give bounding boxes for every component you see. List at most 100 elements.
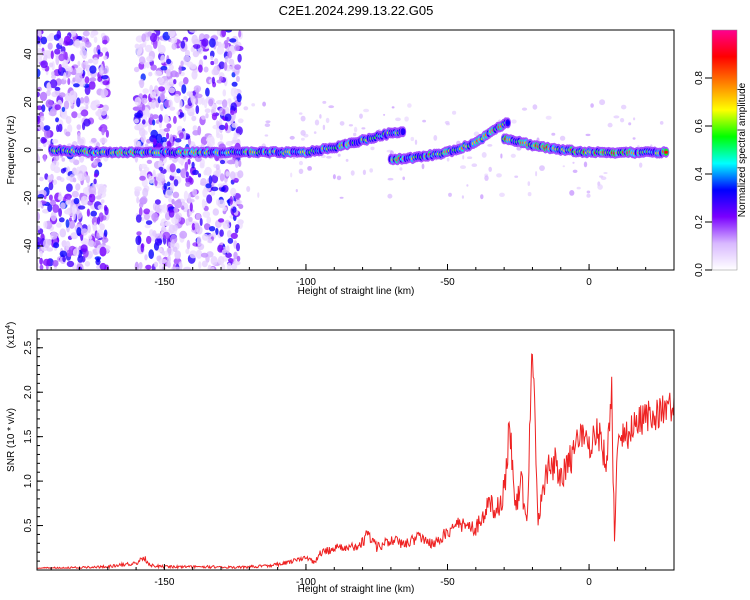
spectrogram-noise-blob	[83, 118, 91, 127]
spectrogram-noise-blob	[213, 58, 219, 65]
spectrogram-noise-blob	[192, 44, 201, 49]
spectrogram-noise-blob	[238, 30, 242, 38]
spectrogram-noise-blob	[139, 56, 146, 65]
snr-x-tick-label: 0	[586, 577, 592, 588]
spectrogram-noise-blob	[105, 130, 109, 138]
spectrogram-noise-blob	[136, 231, 142, 236]
spectrogram-x-label: Height of straight line (km)	[298, 286, 415, 297]
spectrogram-noise-blob	[535, 171, 538, 177]
spectrogram-noise-blob	[56, 30, 62, 40]
spectrogram-noise-blob	[176, 168, 181, 174]
spectrogram-noise-blob	[153, 138, 157, 146]
spectrogram-noise-blob	[410, 136, 415, 142]
spectrogram-trace-core	[506, 121, 510, 125]
spectrogram-noise-blob	[158, 114, 163, 123]
spectrogram-noise-blob	[621, 104, 627, 110]
spectrogram-noise-blob	[234, 159, 239, 169]
spectrogram-noise-blob	[62, 72, 67, 81]
spectrogram-noise-blob	[196, 236, 202, 246]
spectrogram-noise-blob	[204, 108, 211, 113]
spectrogram-noise-blob	[152, 119, 156, 126]
snr-x-tick-label: -50	[440, 577, 455, 588]
colorbar-tick-label: 0.4	[694, 167, 705, 181]
spectrogram-noise-blob	[160, 218, 167, 228]
spectrogram-noise-blob	[314, 119, 320, 126]
spectrogram-noise-blob	[362, 169, 366, 175]
spectrogram-noise-blob	[43, 154, 47, 162]
spectrogram-noise-blob	[210, 55, 214, 61]
spectrogram-noise-blob	[613, 115, 620, 119]
spectrogram-noise-blob	[422, 119, 426, 123]
spectrogram-noise-blob	[222, 89, 227, 97]
spectrogram-noise-blob	[633, 117, 636, 121]
spectrogram-noise-blob	[171, 43, 177, 50]
spectrogram-noise-blob	[414, 139, 418, 145]
spectrogram-noise-blob	[76, 124, 82, 130]
spectrogram-noise-blob	[59, 228, 67, 238]
spectrogram-noise-blob	[300, 130, 306, 136]
spectrogram-noise-blob	[628, 122, 632, 126]
spectrogram-noise-blob	[210, 186, 219, 192]
spectrogram-noise-blob	[37, 30, 42, 38]
spectrogram-noise-blob	[58, 53, 65, 62]
spectrogram-noise-blob	[140, 243, 144, 253]
spectrogram-noise-blob	[40, 36, 48, 45]
spectrogram-noise-blob	[50, 231, 58, 240]
spectrogram-noise-blob	[63, 100, 70, 110]
spectrogram-noise-blob	[211, 112, 218, 121]
spectrogram-noise-blob	[205, 113, 209, 119]
spectrogram-noise-blob	[39, 176, 44, 182]
spectrogram-noise-blob	[227, 50, 233, 59]
spectrogram-noise-blob	[510, 153, 516, 158]
spectrogram-noise-blob	[168, 78, 175, 85]
spectrogram-noise-blob	[298, 112, 303, 115]
spectrogram-noise-blob	[198, 64, 203, 73]
spectrogram-noise-blob	[180, 40, 186, 49]
spectrogram-noise-blob	[446, 157, 450, 162]
spectrogram-noise-blob	[174, 141, 180, 147]
spectrogram-noise-blob	[212, 208, 219, 216]
spectrogram-noise-blob	[37, 36, 41, 45]
spectrogram-noise-blob	[361, 127, 366, 130]
spectrogram-noise-blob	[60, 202, 66, 210]
spectrogram-noise-blob	[37, 86, 42, 92]
spectrogram-noise-blob	[76, 227, 82, 236]
spectrogram-noise-blob	[230, 102, 237, 111]
spectrogram-noise-blob	[172, 191, 180, 199]
spectrogram-noise-blob	[190, 63, 197, 70]
spectrogram-noise-blob	[637, 145, 640, 148]
spectrogram-noise-blob	[182, 130, 187, 141]
spectrogram-noise-blob	[569, 190, 575, 196]
spectrogram-noise-blob	[101, 75, 109, 80]
spectrogram-trace	[500, 133, 670, 159]
spectrogram-noise-blob	[199, 218, 203, 226]
spectrogram-noise-blob	[230, 87, 238, 97]
spectrogram-noise-blob	[211, 174, 219, 184]
spectrogram-noise-blob	[233, 131, 238, 140]
spectrogram-noise-blob	[387, 193, 393, 199]
spectrogram-noise-blob	[48, 194, 53, 201]
spectrogram-noise-blob	[69, 66, 73, 73]
spectrogram-noise-blob	[460, 165, 466, 170]
spectrogram-noise-blob	[50, 50, 54, 60]
spectrogram-noise-blob	[152, 230, 157, 237]
spectrogram-noise-blob	[167, 30, 176, 38]
spectrogram-noise-blob	[216, 45, 225, 55]
spectrogram-noise-blob	[160, 65, 168, 71]
spectrogram-noise-blob	[99, 108, 108, 116]
spectrogram-noise-blob	[81, 49, 88, 60]
spectrogram-noise-blob	[46, 82, 52, 90]
spectrogram-noise-blob	[228, 58, 235, 66]
spectrogram-noise-blob	[65, 209, 70, 215]
spectrogram-noise-blob	[183, 55, 191, 62]
snr-y-label: SNR (10 * v/v)	[6, 408, 17, 472]
spectrogram-noise-blob	[234, 64, 242, 70]
spectrogram-noise-blob	[194, 222, 200, 229]
spectrogram-noise-blob	[391, 106, 395, 109]
spectrogram-noise-blob	[143, 166, 150, 172]
spectrogram-noise-blob	[65, 240, 71, 251]
spectrogram-noise-blob	[149, 32, 158, 43]
spectrogram-noise-blob	[227, 237, 234, 244]
spectrogram-noise-blob	[350, 170, 355, 176]
spectrogram-noise-blob	[144, 254, 148, 261]
